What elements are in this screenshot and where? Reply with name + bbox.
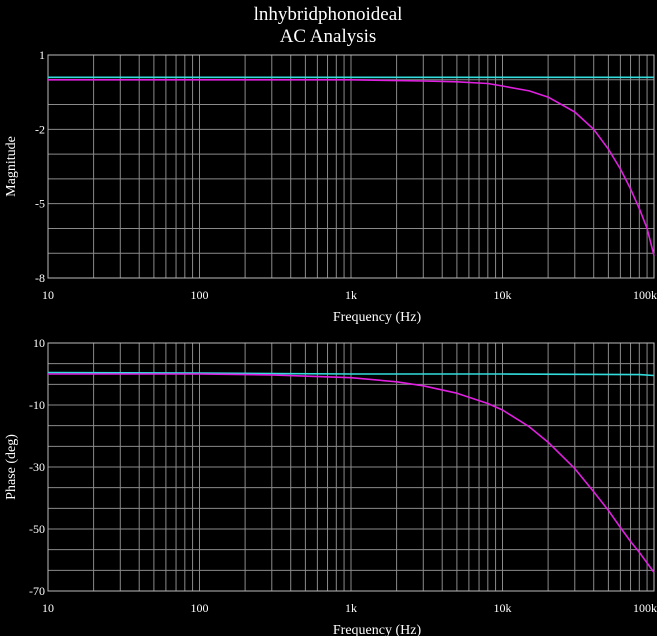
chart-title-line1: lnhybridphonoideal: [254, 4, 403, 25]
x-axis-label: Frequency (Hz): [333, 310, 422, 325]
y-tick-label: -10: [29, 398, 45, 412]
x-tick-label: 100: [191, 601, 209, 615]
y-tick-label: -2: [35, 122, 45, 136]
y-tick-label: -5: [35, 197, 45, 211]
x-tick-label: 100k: [633, 601, 657, 615]
y-axis-label: Magnitude: [4, 136, 19, 197]
y-tick-label: -8: [35, 271, 45, 285]
y-tick-label: 1: [39, 48, 45, 62]
x-tick-label: 1k: [345, 288, 357, 302]
plots-group: 10 100 1k 10k 100k 1 -2 -5 -8 Frequency (Hz) Magni…: [4, 48, 657, 636]
x-axis-label: Frequency (Hz): [333, 623, 422, 636]
plot-1: 10 100 1k 10k 100k 1 -2 -5 -8 Frequency (Hz) Magni…: [4, 48, 657, 325]
x-tick-label: 100: [191, 288, 209, 302]
y-tick-label: -50: [29, 522, 45, 536]
x-tick-label: 1k: [345, 601, 357, 615]
y-tick-label: 10: [33, 336, 45, 350]
y-tick-label: -70: [29, 584, 45, 598]
series-line-2: [48, 79, 655, 256]
y-tick-label: -30: [29, 460, 45, 474]
series-line-1: [47, 371, 655, 377]
plot-frame: [47, 342, 655, 592]
series-line-2: [48, 373, 655, 573]
plot-frame: [47, 54, 655, 279]
x-tick-label: 10: [42, 288, 54, 302]
x-tick-label: 100k: [633, 288, 657, 302]
x-tick-label: 10k: [494, 288, 512, 302]
plot-2: 10 100 1k 10k 100k 10 -10 -30 -50 -70 Frequency (H…: [4, 336, 657, 636]
chart-title-line2: AC Analysis: [280, 26, 377, 47]
x-tick-label: 10k: [494, 601, 512, 615]
y-axis-label: Phase (deg): [4, 434, 19, 500]
x-tick-label: 10: [42, 601, 54, 615]
